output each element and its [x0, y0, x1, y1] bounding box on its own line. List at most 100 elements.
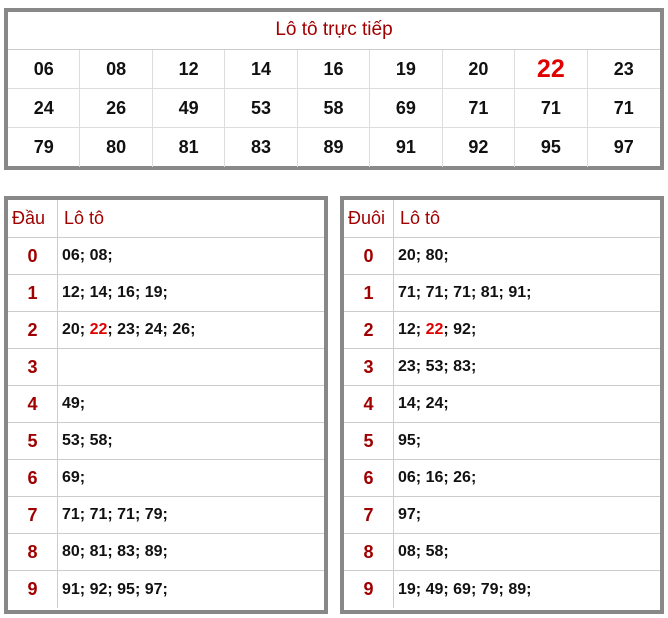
dau-lo-list: 69;	[62, 469, 90, 486]
duoi-key: 7	[344, 497, 394, 533]
duoi-header-row: Đuôi Lô tô	[344, 200, 660, 238]
duoi-header-lo: Lô tô	[400, 208, 441, 228]
lo-number: 97	[398, 506, 416, 523]
dau-row: 8 80; 81; 83; 89;	[8, 534, 324, 571]
lo-number: 19	[144, 284, 163, 301]
live-number-cell: 53	[225, 89, 298, 128]
lo-number: 14	[89, 284, 108, 301]
dau-key: 9	[8, 571, 58, 608]
dau-key: 8	[8, 534, 58, 570]
lo-number: 71	[117, 506, 135, 523]
lo-number: 23	[398, 358, 416, 375]
duoi-key: 1	[344, 275, 394, 311]
lo-number: 49	[425, 580, 444, 598]
duoi-row: 5 95;	[344, 423, 660, 460]
lo-number: 79	[480, 580, 499, 598]
lo-number: 89	[144, 543, 163, 560]
dau-key: 6	[8, 460, 58, 496]
duoi-row: 7 97;	[344, 497, 660, 534]
lo-number: 83	[453, 358, 471, 375]
lo-number: 69	[62, 469, 80, 486]
live-number-cell: 97	[613, 137, 634, 157]
duoi-lo-list: 08; 58;	[398, 543, 454, 560]
duoi-row: 2 12; 22; 92;	[344, 312, 660, 349]
live-number-cell: 12	[152, 50, 226, 89]
lo-number: 16	[425, 469, 444, 486]
live-number-cell: 22	[515, 50, 588, 89]
dau-row: 3	[8, 349, 324, 386]
dau-row: 4 49;	[8, 386, 324, 423]
duoi-key: 4	[344, 386, 394, 422]
live-number-cell: 20	[442, 50, 516, 89]
live-number-cell: 95	[515, 128, 588, 167]
live-number-cell: 71	[442, 89, 516, 128]
duoi-row: 9 19; 49; 69; 79; 89;	[344, 571, 660, 608]
duoi-row: 8 08; 58;	[344, 534, 660, 571]
lo-number: 53	[62, 432, 80, 449]
live-number-cell: 92	[443, 128, 516, 167]
duoi-table: Đuôi Lô tô 0 20; 80; 1 71; 71; 71; 81; 91;…	[340, 196, 664, 614]
lo-number: 97	[144, 580, 163, 598]
lo-number: 71	[89, 506, 108, 523]
lo-number: 06	[62, 247, 80, 264]
lo-number: 22	[425, 321, 444, 338]
lo-number: 24	[425, 395, 444, 412]
dau-row: 5 53; 58;	[8, 423, 324, 460]
dau-lo-list: 06; 08;	[62, 247, 118, 264]
dau-lo-list: 53; 58;	[62, 432, 118, 449]
lo-number: 81	[480, 284, 499, 301]
live-lottery-table: Lô tô trực tiếp 06 08 12 14 16 19 20 22 23 24 26 49…	[4, 8, 664, 170]
dau-lo-list: 20; 22; 23; 24; 26;	[62, 321, 200, 338]
dau-key: 0	[8, 238, 58, 274]
lo-number: 16	[117, 284, 135, 301]
dau-header-lo: Lô tô	[64, 208, 105, 228]
duoi-key: 3	[344, 349, 394, 385]
duoi-key: 8	[344, 534, 394, 570]
duoi-lo-list: 71; 71; 71; 81; 91;	[398, 284, 536, 301]
dau-key: 3	[8, 349, 58, 385]
dau-header-row: Đầu Lô tô	[8, 200, 324, 238]
dau-row: 0 06; 08;	[8, 238, 324, 275]
duoi-lo-list: 20; 80;	[398, 247, 454, 264]
live-number-cell: 23	[587, 50, 660, 89]
dau-lo-list: 91; 92; 95; 97;	[62, 580, 173, 598]
lo-number: 14	[398, 395, 416, 412]
dau-row: 9 91; 92; 95; 97;	[8, 571, 324, 608]
dau-key: 2	[8, 312, 58, 348]
dau-key: 5	[8, 423, 58, 459]
lo-number: 19	[398, 580, 416, 598]
lo-number: 92	[89, 580, 108, 598]
live-number-cell: 58	[297, 89, 371, 128]
lo-number: 20	[62, 321, 80, 338]
duoi-header-key: Đuôi	[344, 200, 394, 237]
live-number-cell: 14	[225, 50, 298, 89]
duoi-lo-list: 95;	[398, 432, 426, 449]
dau-row: 6 69;	[8, 460, 324, 497]
live-number-cell: 81	[153, 128, 226, 167]
lo-number: 83	[117, 543, 135, 560]
live-number-cell: 89	[298, 128, 371, 167]
duoi-row: 6 06; 16; 26;	[344, 460, 660, 497]
duoi-lo-list: 19; 49; 69; 79; 89;	[398, 580, 536, 598]
lo-number: 23	[117, 321, 135, 338]
duoi-lo-list: 12; 22; 92;	[398, 321, 481, 338]
lo-number: 71	[453, 284, 471, 301]
dau-lo-list	[58, 349, 324, 385]
live-number-cell: 08	[80, 50, 153, 89]
lo-number: 53	[425, 358, 444, 375]
dau-lo-list: 71; 71; 71; 79;	[62, 506, 173, 523]
lo-number: 80	[62, 543, 80, 560]
lo-number: 91	[508, 284, 527, 301]
duoi-key: 5	[344, 423, 394, 459]
dau-row: 2 20; 22; 23; 24; 26;	[8, 312, 324, 349]
lo-number: 81	[89, 543, 108, 560]
live-number-cell: 71	[515, 89, 588, 128]
dau-key: 7	[8, 497, 58, 533]
live-number-cell: 69	[370, 89, 443, 128]
duoi-key: 9	[344, 571, 394, 608]
live-number-cell: 49	[152, 89, 226, 128]
lo-number: 92	[453, 321, 471, 338]
duoi-key: 0	[344, 238, 394, 274]
live-number-cell: 79	[8, 128, 81, 167]
live-number-cell: 80	[80, 128, 153, 167]
